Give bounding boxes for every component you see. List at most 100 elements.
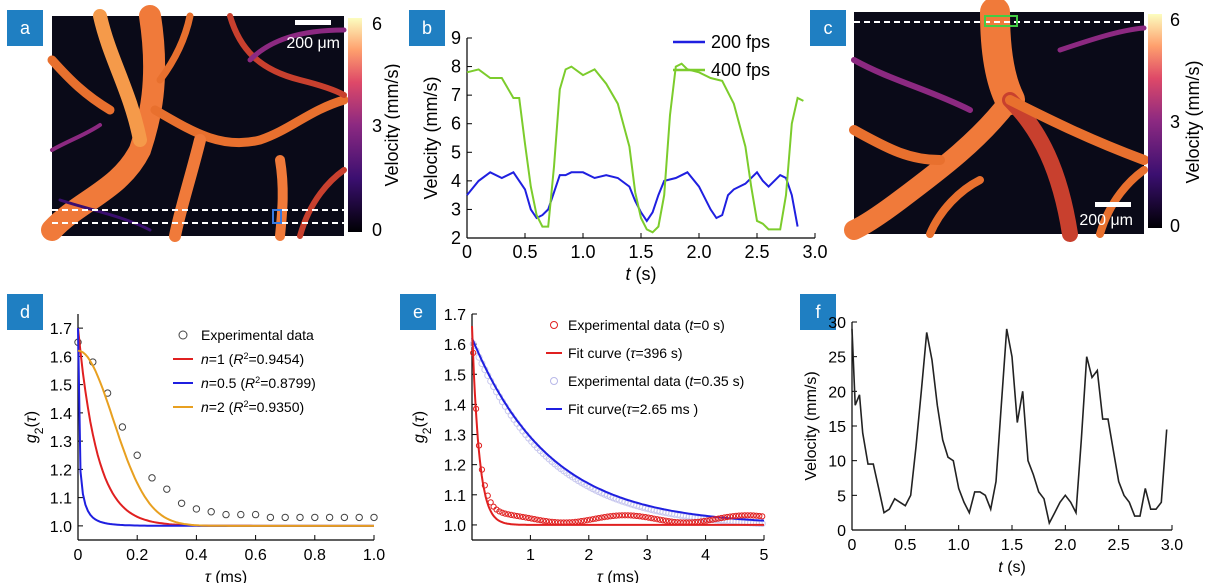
- data-point-t0: [651, 515, 658, 522]
- x-tick-label: 0.8: [304, 547, 326, 564]
- data-point: [148, 474, 156, 482]
- colorbar-tick-a-min: 0: [372, 220, 382, 240]
- y-tick-label: 1.6: [50, 349, 72, 366]
- data-point-t0: [750, 512, 757, 519]
- data-point-t0: [654, 516, 661, 523]
- data-point: [311, 513, 319, 522]
- y-axis-label: Velocity (mm/s): [421, 76, 441, 199]
- data-point: [251, 510, 260, 519]
- panel-e: e 1 2 3 4 5 1.0 1.1 1.2 1.3 1.4 1.5 1.6 1.7 τ (ms) g2(…: [400, 290, 800, 583]
- x-tick-label: 1.0: [948, 537, 970, 554]
- y-axis-label: Velocity (mm/s): [803, 371, 820, 480]
- y-tick-label: 1.0: [50, 519, 72, 536]
- colorbar-label-c: Velocity (mm/s): [1183, 60, 1203, 183]
- data-point-t0: [744, 512, 751, 519]
- legend-label: Experimental data: [201, 327, 314, 343]
- data-point: [325, 513, 334, 522]
- x-tick-label: 5: [760, 547, 769, 564]
- colorbar-c: [1148, 14, 1162, 228]
- series-line-400fps: [466, 62, 804, 234]
- data-point-t0: [665, 518, 672, 525]
- data-point-t0: [709, 516, 716, 523]
- data-point-t0: [724, 513, 731, 521]
- colorbar-label-a: Velocity (mm/s): [382, 63, 400, 186]
- data-point-t0: [642, 514, 649, 521]
- legend-marker: [550, 321, 558, 329]
- y-tick-label: 1.4: [50, 406, 72, 423]
- x-tick-label: 2.5: [1108, 537, 1130, 554]
- y-tick-label: 6: [451, 114, 461, 134]
- vessels: [41, 5, 349, 242]
- data-point-t0: [759, 513, 766, 520]
- y-axis-label: g2(τ): [411, 411, 434, 443]
- x-axis-label: τ (ms): [597, 569, 639, 583]
- x-axis-label: t (s): [625, 264, 656, 284]
- x-axis-label: τ (ms): [205, 569, 247, 583]
- colorbar-tick-a-mid: 3: [372, 116, 382, 136]
- y-tick-label: 1.7: [444, 307, 466, 324]
- data-point-t0: [540, 517, 547, 524]
- data-point: [177, 499, 186, 507]
- scale-bar-label-a: 200 μm: [286, 35, 340, 52]
- legend-marker: [550, 377, 558, 385]
- data-point-t0: [583, 517, 591, 524]
- y-tick-label: 5: [837, 488, 846, 505]
- data-point-t0: [662, 517, 669, 524]
- y-tick-label: 2: [451, 228, 461, 248]
- colorbar-tick-c-mid: 3: [1170, 112, 1180, 132]
- data-point-t0: [601, 513, 608, 521]
- panel-label-d: d: [7, 294, 43, 330]
- y-tick-label: 1.1: [50, 491, 72, 508]
- data-point: [355, 513, 363, 522]
- y-axis-label: g2(τ): [23, 411, 46, 443]
- x-tick-label: 2.5: [744, 242, 769, 262]
- x-tick-label: 2.0: [686, 242, 711, 262]
- data-point: [340, 513, 349, 522]
- chart-f: 0 0.5 1.0 1.5 2.0 2.5 3.0 0 5 10 15 20 25 30 t (s) Velo…: [803, 315, 1183, 576]
- data-point-t0: [525, 514, 532, 522]
- y-tick-label: 1.5: [444, 367, 466, 384]
- data-point: [296, 513, 304, 522]
- x-tick-label: 0: [74, 547, 83, 564]
- x-tick-label: 3.0: [802, 242, 827, 262]
- vessels-c: [844, 0, 1149, 242]
- chart-e: 1 2 3 4 5 1.0 1.1 1.2 1.3 1.4 1.5 1.6 1.7 τ (ms) g2(τ)…: [411, 307, 769, 583]
- data-point-t0: [543, 518, 550, 525]
- data-point-t0: [586, 516, 594, 523]
- legend-label: Experimental data (t=0 s): [568, 317, 725, 333]
- data-point-t0: [481, 482, 488, 489]
- data-point-t0: [712, 516, 719, 523]
- y-tick-label: 25: [828, 350, 846, 367]
- data-point-t0: [496, 508, 503, 515]
- data-point-t0: [522, 514, 529, 521]
- y-tick-label: 1.7: [50, 321, 72, 338]
- y-tick-label: 7: [451, 85, 461, 105]
- y-tick-label: 8: [451, 57, 461, 77]
- x-tick-label: 2: [584, 547, 593, 564]
- y-tick-label: 1.2: [50, 462, 72, 479]
- y-tick-label: 30: [828, 315, 846, 332]
- colorbar-a: [348, 18, 362, 232]
- data-point-t0: [627, 512, 634, 519]
- y-tick-label: 1.5: [50, 378, 72, 395]
- data-point-t0: [510, 512, 518, 519]
- y-tick-label: 1.3: [444, 428, 466, 445]
- data-point: [118, 423, 127, 431]
- data-point-t0: [613, 512, 620, 519]
- data-point-t0: [537, 517, 544, 524]
- data-point-t0: [624, 512, 632, 519]
- x-tick-label: 3: [643, 547, 652, 564]
- data-point-t0: [756, 512, 763, 520]
- data-point-t0: [531, 516, 538, 523]
- data-point-t0: [604, 513, 611, 520]
- panel-label-b: b: [409, 10, 445, 46]
- colorbar-tick-c-max: 6: [1170, 10, 1180, 30]
- panel-d: d 0 0.2 0.4 0.6 0.8 1.0 1.0 1.1 1.2 1.3 1.4 1.5 1.6 1…: [0, 290, 400, 583]
- x-tick-label: 1.0: [570, 242, 595, 262]
- roi-marker: [272, 209, 282, 224]
- panel-label-e: e: [400, 294, 436, 330]
- data-point: [133, 451, 141, 459]
- x-tick-label: 0: [462, 242, 472, 262]
- data-point: [266, 513, 275, 522]
- x-tick-label: 0.5: [512, 242, 537, 262]
